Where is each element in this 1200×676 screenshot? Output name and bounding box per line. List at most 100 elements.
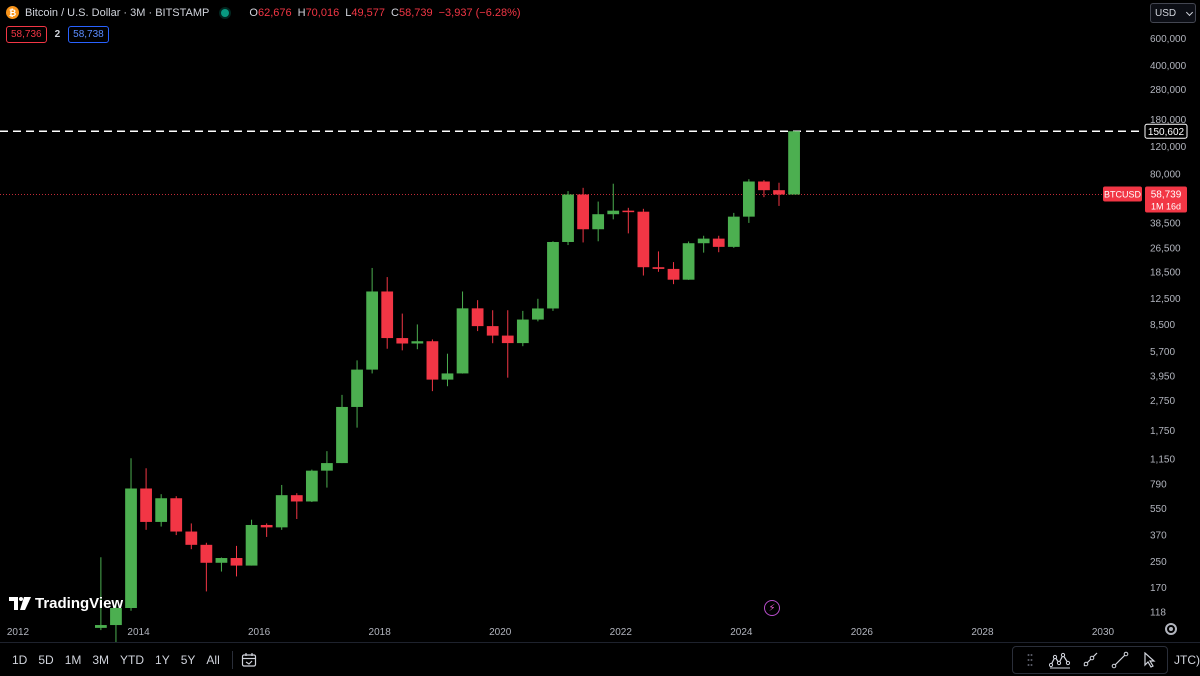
candle-body (381, 291, 394, 339)
toolbar-divider (231, 650, 233, 669)
sell-button[interactable]: 58,736 (6, 26, 47, 43)
candle-body (351, 369, 363, 407)
timezone-button[interactable]: JTC) (1174, 652, 1200, 667)
candle (532, 298, 544, 322)
candle-body (275, 495, 288, 528)
trend-line-tool-icon[interactable] (1105, 649, 1135, 671)
candlestick-chart[interactable]: 600,000 400,000 280,000 180,000 120,000 80,00… (0, 0, 1200, 642)
candle (758, 180, 770, 198)
candle-body (170, 498, 183, 532)
ray-tool-icon[interactable] (1075, 649, 1105, 671)
candle-body (95, 625, 107, 628)
candle (110, 600, 122, 642)
timeframe-5d[interactable]: 5D (38, 652, 54, 667)
candle (773, 182, 785, 206)
candle-body (125, 488, 137, 609)
candle-body (336, 406, 348, 464)
candle (486, 310, 499, 344)
candle (336, 394, 348, 464)
candle (788, 131, 800, 195)
price-axis-label: 550 (1150, 504, 1167, 515)
buy-button[interactable]: 58,738 (68, 26, 109, 43)
price-axis-label: 2,750 (1150, 396, 1175, 407)
candle (351, 360, 363, 428)
candle (607, 183, 620, 220)
price-axis-label: 38,500 (1150, 218, 1181, 229)
timeframe-ytd[interactable]: YTD (120, 652, 145, 667)
price-axis-label: 3,950 (1150, 371, 1175, 382)
price-axis-label: 118 (1150, 607, 1166, 618)
candle (411, 324, 424, 350)
candle (125, 458, 137, 611)
price-axis-label: 250 (1150, 557, 1167, 568)
candle (562, 191, 574, 246)
timeframe-3m[interactable]: 3M (92, 652, 110, 667)
price-label-box (1144, 123, 1188, 139)
price-axis-label: 8,500 (1150, 320, 1175, 331)
candle-body (200, 544, 213, 563)
candle (215, 557, 228, 572)
candle (200, 542, 213, 592)
date-range-icon[interactable] (241, 652, 257, 668)
timeframe-all[interactable]: All (206, 652, 220, 667)
candle (577, 187, 589, 243)
time-axis-label: 2022 (610, 627, 633, 638)
price-axis-label: 1,150 (1150, 454, 1175, 465)
price-label-dashed: 150,602 (1144, 123, 1188, 139)
candle (682, 241, 695, 280)
trading-panel: 58,736 2 58,738 (6, 26, 109, 43)
candle (185, 523, 198, 550)
candle (652, 251, 665, 272)
chart-area[interactable]: 600,000 400,000 280,000 180,000 120,000 80,00… (0, 0, 1200, 642)
candle-body (441, 373, 454, 380)
candle-body (637, 211, 650, 268)
price-change: −3,937 (−6.28%) (438, 6, 521, 19)
ohlc-close: C58,739 (391, 6, 433, 19)
candle-body (562, 194, 574, 242)
timeframe-1y[interactable]: 1Y (155, 652, 170, 667)
price-axis-label: 26,500 (1150, 244, 1181, 255)
time-axis-label: 2024 (730, 627, 753, 638)
candle (727, 212, 740, 248)
candle (155, 494, 168, 527)
price-axis-label: 5,700 (1150, 347, 1175, 358)
candles-group (95, 131, 800, 642)
candle-body (532, 308, 544, 320)
candle-body (456, 308, 469, 374)
price-axis-label: 170 (1150, 583, 1167, 594)
cursor-tool-icon[interactable] (1135, 649, 1165, 671)
candle-body (577, 194, 589, 230)
tradingview-mark-icon (9, 597, 31, 610)
currency-select[interactable]: USD (1150, 3, 1196, 23)
symbol-label-box (1103, 186, 1142, 202)
time-axis-label: 2026 (851, 627, 874, 638)
timeframe-1m[interactable]: 1M (64, 652, 82, 667)
candle (592, 201, 605, 242)
timeframe-5y[interactable]: 5Y (180, 652, 196, 667)
candle (471, 300, 484, 332)
candle-body (607, 210, 620, 215)
drag-handle-icon[interactable] (1015, 649, 1045, 671)
timeframe-1d[interactable]: 1D (12, 652, 28, 667)
candle-body (260, 524, 273, 528)
lightning-event-icon[interactable]: ⚡ (764, 600, 780, 616)
candle-body (140, 488, 152, 522)
tradingview-wordmark: TradingView (35, 595, 124, 612)
candle-body (773, 190, 785, 195)
tradingview-logo[interactable]: TradingView (9, 595, 123, 612)
spread-value: 2 (54, 29, 61, 40)
candle-body (366, 291, 379, 370)
bitcoin-logo-icon: ₿ (6, 6, 19, 19)
candle (366, 267, 379, 374)
price-axis-label: 400,000 (1150, 61, 1187, 72)
market-status-dot-icon[interactable] (221, 8, 230, 17)
bottom-toolbar: 1D 5D 1M 3M YTD 1Y 5Y All (0, 642, 1200, 676)
symbol-title[interactable]: Bitcoin / U.S. Dollar · 3M · BITSTAMP (25, 6, 210, 19)
candle (501, 310, 514, 378)
time-axis-label: 2012 (7, 627, 30, 638)
gear-icon[interactable] (1165, 623, 1177, 635)
candle-body (245, 524, 258, 566)
pattern-tool-icon[interactable] (1045, 649, 1075, 671)
ohlc-high: H70,016 (297, 6, 340, 19)
